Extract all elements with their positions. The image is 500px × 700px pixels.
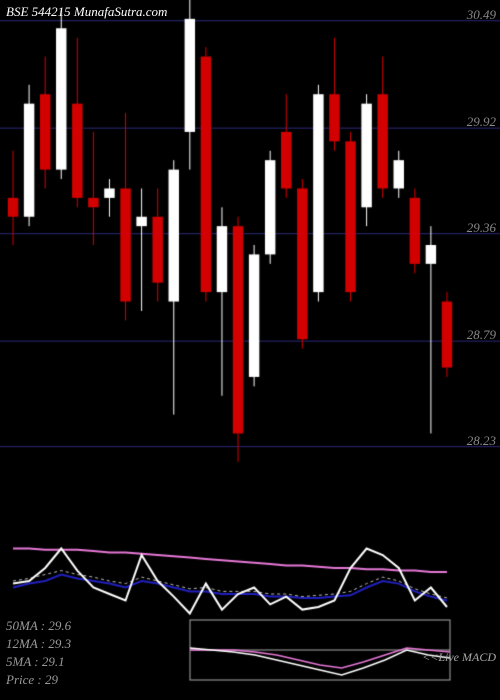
price-gridline-label: 30.49: [467, 7, 496, 23]
exchange-label: BSE: [6, 4, 28, 19]
price-chart: [0, 0, 500, 700]
ticker-label: 544215: [32, 4, 71, 19]
price-gridline-label: 28.23: [467, 433, 496, 449]
ma12-label: 12MA : 29.3: [6, 636, 71, 652]
price-gridline-label: 29.92: [467, 114, 496, 130]
price-gridline-label: 28.79: [467, 327, 496, 343]
price-gridline-label: 29.36: [467, 220, 496, 236]
chart-header: BSE 544215 MunafaSutra.com: [6, 4, 167, 20]
live-macd-label: <<Live MACD: [422, 650, 496, 665]
source-label: MunafaSutra.com: [74, 4, 168, 19]
price-summary-label: Price : 29: [6, 672, 58, 688]
ma5-label: 5MA : 29.1: [6, 654, 65, 670]
ma50-label: 50MA : 29.6: [6, 618, 71, 634]
